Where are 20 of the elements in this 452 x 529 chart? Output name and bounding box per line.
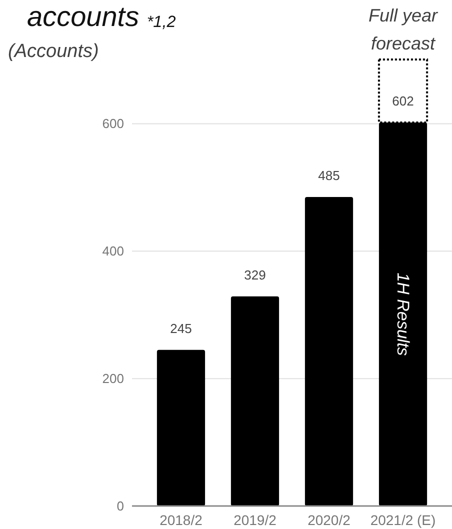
bar [156,350,206,506]
y-tick-label: 600 [102,116,124,132]
bar [378,122,428,506]
text: Full year forecast [368,5,439,54]
y-axis-title: (Accounts) [8,41,99,62]
data-label: 485 [318,168,340,183]
chart-title: accounts *1,2 [27,1,176,32]
data-label: 245 [170,320,192,336]
x-tick-label: 2020/2 [308,512,351,528]
x-tick-label: 2019/2 [234,512,277,528]
data-label: 329 [244,267,266,282]
y-tick-label: 400 [102,244,124,259]
x-tick-label: 2021/2 (E) [370,512,436,528]
data-label: 602 [392,93,414,108]
bar [304,196,354,506]
x-tick-label: 2018/2 [160,512,203,528]
y-tick-label: 200 [102,371,124,386]
annotation: 1H Results [394,272,413,356]
y-tick-label: 0 [116,498,124,514]
bar [230,296,280,506]
